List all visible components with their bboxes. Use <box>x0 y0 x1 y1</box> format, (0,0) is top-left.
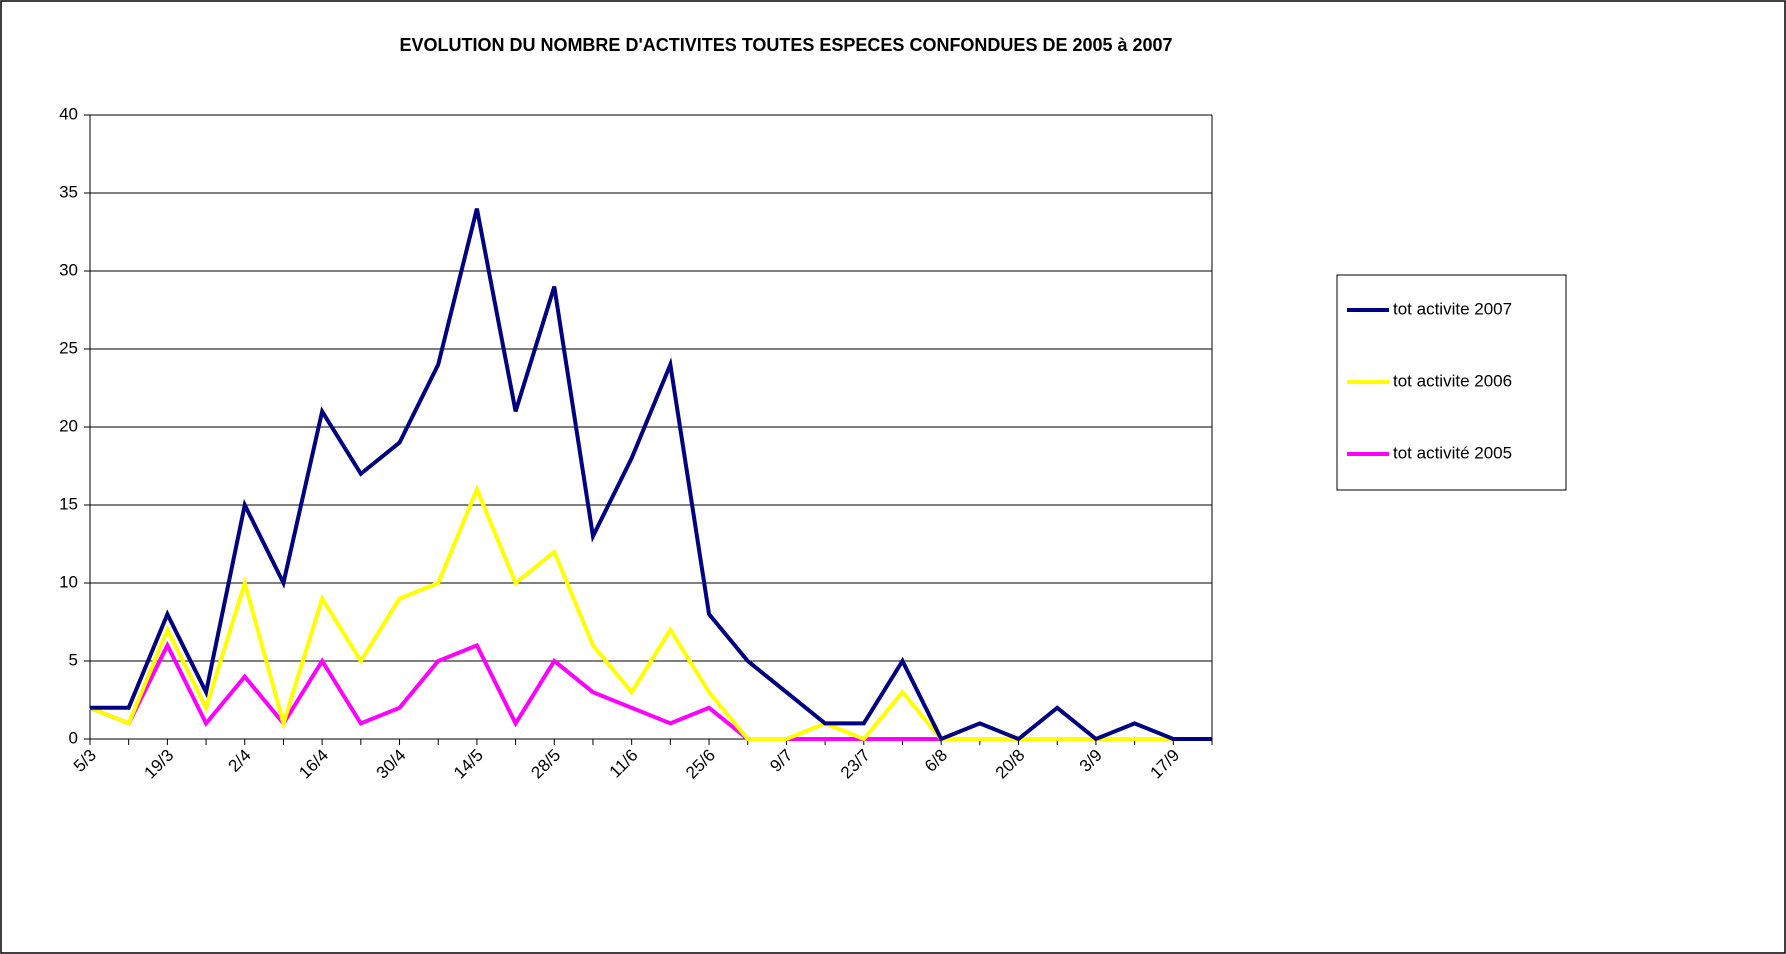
y-tick-label: 5 <box>69 650 78 669</box>
y-tick-label: 20 <box>59 416 78 435</box>
legend-label: tot activite 2006 <box>1393 371 1512 390</box>
series-line <box>90 208 1212 742</box>
legend-label: tot activite 2007 <box>1393 299 1512 318</box>
series-line <box>89 484 1212 742</box>
y-tick-label: 15 <box>59 494 78 513</box>
y-tick-label: 10 <box>59 572 78 591</box>
legend-label: tot activité 2005 <box>1393 443 1512 462</box>
y-tick-label: 0 <box>69 728 78 747</box>
y-tick-label: 35 <box>59 182 78 201</box>
y-tick-label: 40 <box>59 104 78 123</box>
chart-title: EVOLUTION DU NOMBRE D'ACTIVITES TOUTES E… <box>399 35 1172 55</box>
y-tick-label: 25 <box>59 338 78 357</box>
y-tick-label: 30 <box>59 260 78 279</box>
